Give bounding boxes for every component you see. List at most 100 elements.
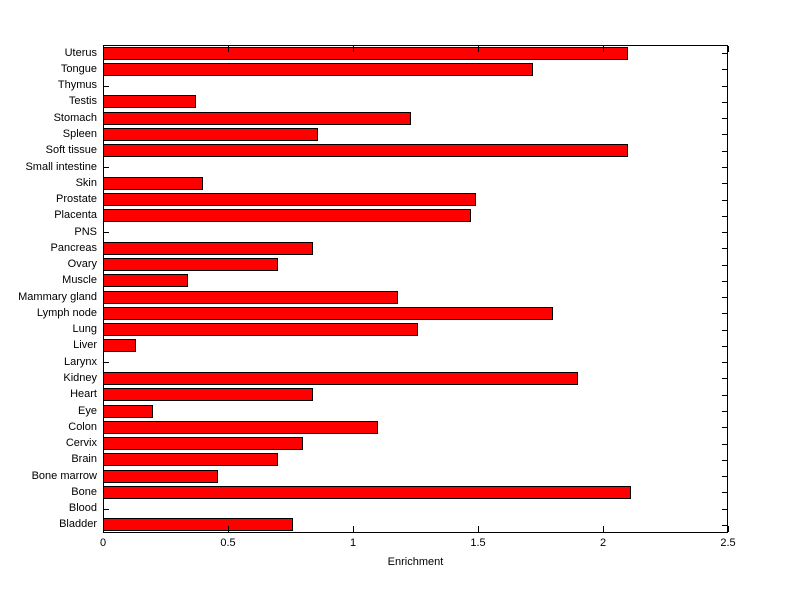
bar — [103, 453, 278, 466]
y-tick-right — [722, 86, 727, 87]
y-tick-right — [722, 281, 727, 282]
bar — [103, 112, 411, 125]
y-tick-label: Lymph node — [36, 306, 97, 319]
y-tick-label: Eye — [78, 404, 97, 417]
y-tick-label: Tongue — [60, 62, 97, 75]
y-tick-right — [722, 313, 727, 314]
y-tick-right — [722, 346, 727, 347]
bar — [103, 95, 196, 108]
y-tick-label: Skin — [75, 176, 97, 189]
x-tick-label: 0 — [99, 537, 107, 549]
y-tick-label: Lung — [72, 323, 97, 336]
x-tick-top — [228, 46, 229, 52]
bar — [103, 437, 303, 450]
x-tick-top — [103, 46, 104, 52]
bar — [103, 518, 293, 531]
x-tick-bottom — [103, 526, 104, 532]
y-tick-right — [722, 200, 727, 201]
bar — [103, 177, 203, 190]
y-tick-right — [722, 395, 727, 396]
bar — [103, 388, 313, 401]
x-tick-label: 2 — [599, 537, 607, 549]
bar — [103, 47, 628, 60]
plot-area — [103, 45, 728, 533]
bar — [103, 128, 318, 141]
y-tick-label: Larynx — [63, 355, 97, 368]
bar — [103, 209, 471, 222]
y-tick-right — [722, 427, 727, 428]
y-tick-label: Spleen — [62, 127, 97, 140]
y-tick-right — [722, 134, 727, 135]
y-tick-label: Brain — [71, 453, 97, 466]
x-tick-label: 1.5 — [470, 537, 486, 549]
y-tick-label: Soft tissue — [45, 144, 97, 157]
y-tick-left — [104, 509, 109, 510]
bar — [103, 291, 398, 304]
y-tick-label: Ovary — [67, 258, 97, 271]
bar — [103, 339, 136, 352]
y-tick-right — [722, 411, 727, 412]
y-tick-label: Bone marrow — [31, 469, 97, 482]
y-tick-right — [722, 248, 727, 249]
y-tick-label: Stomach — [53, 111, 97, 124]
y-tick-right — [722, 378, 727, 379]
x-tick-top — [353, 46, 354, 52]
x-tick-label: 0.5 — [220, 537, 236, 549]
x-tick-label: 2.5 — [720, 537, 736, 549]
y-tick-right — [722, 102, 727, 103]
y-tick-left — [104, 86, 109, 87]
y-tick-left — [104, 362, 109, 363]
y-tick-label: Prostate — [56, 193, 97, 206]
bar — [103, 421, 378, 434]
y-tick-left — [104, 232, 109, 233]
y-tick-label: PNS — [74, 225, 97, 238]
y-tick-label: Mammary gland — [18, 290, 97, 303]
x-tick-bottom — [478, 526, 479, 532]
y-tick-left — [104, 167, 109, 168]
y-tick-label: Thymus — [57, 79, 97, 92]
x-tick-top — [603, 46, 604, 52]
x-tick-top — [728, 46, 729, 52]
y-tick-right — [722, 476, 727, 477]
y-tick-right — [722, 232, 727, 233]
y-tick-label: Pancreas — [50, 241, 97, 254]
x-tick-bottom — [353, 526, 354, 532]
y-tick-label: Colon — [68, 420, 97, 433]
x-axis-label: Enrichment — [387, 556, 444, 568]
bar — [103, 486, 631, 499]
x-tick-top — [478, 46, 479, 52]
y-tick-right — [722, 265, 727, 266]
y-tick-right — [722, 69, 727, 70]
y-tick-label: Placenta — [54, 209, 97, 222]
y-tick-label: Testis — [68, 95, 97, 108]
x-tick-label: 1 — [349, 537, 357, 549]
x-tick-bottom — [228, 526, 229, 532]
y-tick-label: Cervix — [65, 437, 97, 450]
y-tick-label: Muscle — [62, 274, 97, 287]
y-tick-label: Heart — [70, 388, 97, 401]
bar — [103, 242, 313, 255]
y-tick-right — [722, 492, 727, 493]
bar — [103, 405, 153, 418]
bar — [103, 470, 218, 483]
bar — [103, 144, 628, 157]
y-tick-right — [722, 444, 727, 445]
y-tick-right — [722, 183, 727, 184]
y-tick-label: Bone — [71, 485, 97, 498]
bar — [103, 274, 188, 287]
y-tick-label: Kidney — [63, 371, 97, 384]
bar — [103, 63, 533, 76]
y-tick-right — [722, 525, 727, 526]
y-tick-label: Uterus — [64, 46, 97, 59]
y-tick-label: Liver — [73, 339, 97, 352]
y-tick-right — [722, 53, 727, 54]
x-tick-bottom — [728, 526, 729, 532]
bar — [103, 193, 476, 206]
bar — [103, 258, 278, 271]
y-tick-right — [722, 362, 727, 363]
y-tick-label: Blood — [68, 502, 97, 515]
y-tick-right — [722, 297, 727, 298]
y-tick-right — [722, 330, 727, 331]
bar — [103, 307, 553, 320]
